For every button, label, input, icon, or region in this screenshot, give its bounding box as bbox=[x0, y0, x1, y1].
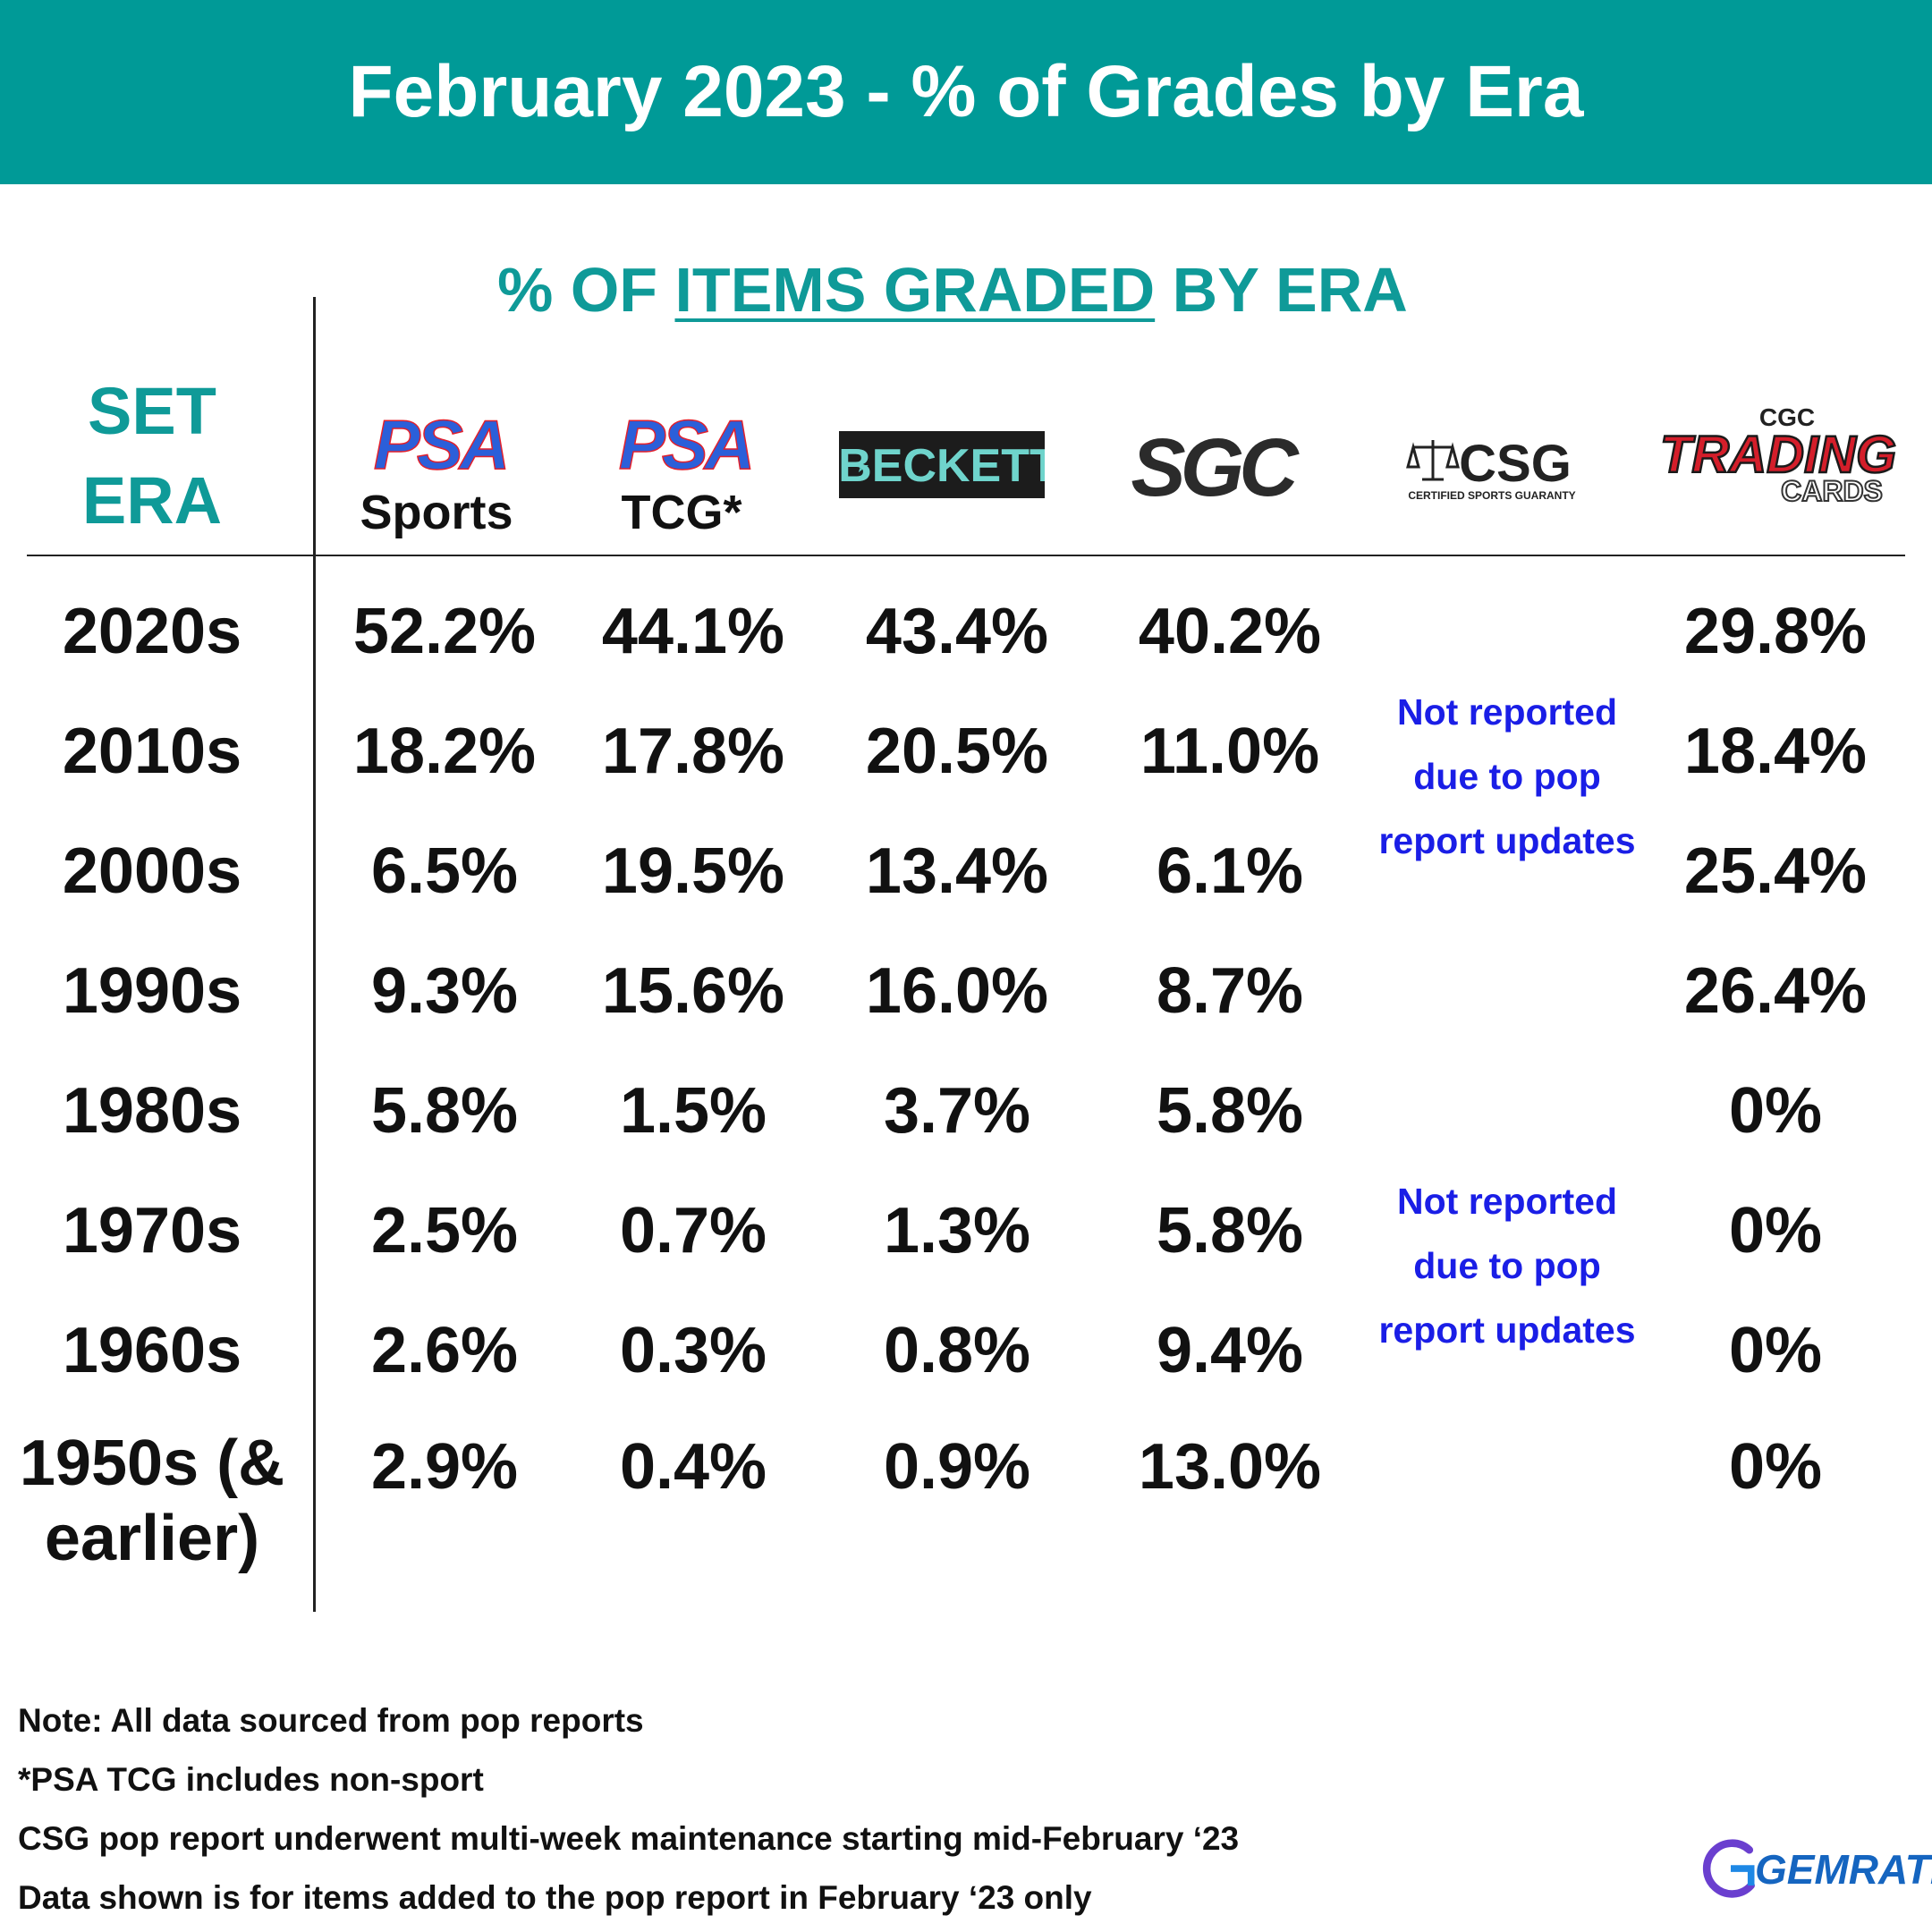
psa-sports-logo: PSA bbox=[373, 413, 511, 476]
table-cell: 9.3% bbox=[370, 955, 519, 1027]
cards-logo-text: CARDS bbox=[1781, 475, 1883, 507]
star-icon: ★ bbox=[855, 458, 869, 477]
table-subtitle: % OF ITEMS GRADED BY ERA bbox=[309, 252, 1597, 327]
page-title: February 2023 - % of Grades by Era bbox=[348, 51, 1584, 132]
csg-not-reported-note: Not reported due to pop report updates bbox=[1360, 1169, 1655, 1362]
footnote: CSG pop report underwent multi-week main… bbox=[18, 1820, 1240, 1857]
note-line: report updates bbox=[1378, 820, 1636, 861]
era-label: 1990s bbox=[62, 955, 242, 1027]
sgc-logo: SGC bbox=[1131, 428, 1305, 504]
row-header-line-2: ERA bbox=[81, 463, 223, 538]
table-cell: 18.4% bbox=[1683, 716, 1868, 787]
table-cell: 20.5% bbox=[865, 716, 1049, 787]
psa-logo-text: PSA bbox=[619, 413, 751, 476]
cgc-trading-cards-logo: CGC TRADING CARDS bbox=[1659, 403, 1898, 508]
table-cell: 40.2% bbox=[1138, 596, 1322, 667]
table-cell: 5.8% bbox=[370, 1075, 519, 1147]
row-header: SET ERA bbox=[36, 367, 268, 546]
table-cell: 0.9% bbox=[883, 1431, 1031, 1503]
table-cell: 25.4% bbox=[1683, 835, 1868, 907]
csg-logo-subtext: CERTIFIED SPORTS GUARANTY bbox=[1408, 489, 1575, 502]
table-cell: 16.0% bbox=[865, 955, 1049, 1027]
table-cell: 2.6% bbox=[370, 1315, 519, 1386]
column-label-sports: Sports bbox=[360, 486, 513, 539]
note-line: due to pop bbox=[1413, 1245, 1601, 1286]
table-cell: 0% bbox=[1728, 1315, 1823, 1386]
header-divider bbox=[27, 555, 1905, 556]
table-cell: 26.4% bbox=[1683, 955, 1868, 1027]
era-label-line: 1950s (& bbox=[19, 1428, 285, 1499]
table-cell: 0.4% bbox=[619, 1431, 767, 1503]
column-label-tcg: TCG* bbox=[621, 486, 742, 539]
table-cell: 19.5% bbox=[601, 835, 785, 907]
footnote: Data shown is for items added to the pop… bbox=[18, 1879, 1092, 1916]
note-line: report updates bbox=[1378, 1309, 1636, 1351]
subtitle-part-2: ITEMS GRADED bbox=[674, 255, 1156, 325]
cgc-logo-text: CGC bbox=[1759, 403, 1815, 431]
table-cell: 29.8% bbox=[1683, 596, 1868, 667]
table-cell: 5.8% bbox=[1156, 1075, 1304, 1147]
scales-icon bbox=[1406, 440, 1460, 481]
table-cell: 13.4% bbox=[865, 835, 1049, 907]
table-cell: 3.7% bbox=[883, 1075, 1031, 1147]
note-line: due to pop bbox=[1413, 756, 1601, 797]
csg-logo: CSG CERTIFIED SPORTS GUARANTY bbox=[1406, 435, 1576, 502]
gemrate-logo-icon bbox=[1702, 1839, 1755, 1898]
subtitle-part-3: BY ERA bbox=[1155, 255, 1408, 325]
era-label: 2010s bbox=[62, 716, 242, 787]
psa-logo-text: PSA bbox=[374, 413, 506, 476]
row-header-line-1: SET bbox=[88, 374, 216, 448]
vertical-divider bbox=[313, 297, 316, 1612]
csg-logo-text: CSG bbox=[1459, 435, 1572, 493]
era-label: 2020s bbox=[62, 596, 242, 667]
beckett-logo: ★ BECKETT bbox=[839, 431, 1045, 498]
table-cell: 0.3% bbox=[619, 1315, 767, 1386]
table-cell: 2.9% bbox=[370, 1431, 519, 1503]
table-cell: 8.7% bbox=[1156, 955, 1304, 1027]
table-cell: 17.8% bbox=[601, 716, 785, 787]
note-line: Not reported bbox=[1397, 1181, 1617, 1222]
table-cell: 52.2% bbox=[352, 596, 537, 667]
table-cell: 1.5% bbox=[619, 1075, 767, 1147]
era-label: 1960s bbox=[62, 1315, 242, 1386]
table-cell: 1.3% bbox=[883, 1195, 1031, 1267]
era-label-line: earlier) bbox=[44, 1503, 260, 1574]
table-cell: 5.8% bbox=[1156, 1195, 1304, 1267]
footnote: Note: All data sourced from pop reports bbox=[18, 1702, 644, 1739]
sgc-logo-text: SGC bbox=[1131, 428, 1300, 504]
table-cell: 6.5% bbox=[370, 835, 519, 907]
title-banner bbox=[0, 0, 1932, 184]
trading-logo-text: TRADING bbox=[1660, 426, 1896, 484]
table-cell: 18.2% bbox=[352, 716, 537, 787]
psa-tcg-logo: PSA bbox=[618, 413, 756, 476]
table-cell: 11.0% bbox=[1140, 716, 1320, 787]
table-cell: 2.5% bbox=[370, 1195, 519, 1267]
footnote: *PSA TCG includes non-sport bbox=[18, 1761, 484, 1798]
era-label: 2000s bbox=[62, 835, 242, 907]
era-label-1950s: 1950s (& earlier) bbox=[18, 1426, 286, 1576]
table-cell: 6.1% bbox=[1156, 835, 1304, 907]
table-cell: 0% bbox=[1728, 1075, 1823, 1147]
era-label: 1970s bbox=[62, 1195, 242, 1267]
era-label: 1980s bbox=[62, 1075, 242, 1147]
subtitle-part-1: % OF bbox=[497, 255, 675, 325]
brand-name: GEMRATE bbox=[1755, 1846, 1932, 1893]
table-cell: 15.6% bbox=[601, 955, 785, 1027]
table-cell: 13.0% bbox=[1138, 1431, 1322, 1503]
table-cell: 44.1% bbox=[601, 596, 785, 667]
table-cell: 0% bbox=[1728, 1431, 1823, 1503]
table-cell: 9.4% bbox=[1156, 1315, 1304, 1386]
table-cell: 0% bbox=[1728, 1195, 1823, 1267]
beckett-logo-background bbox=[839, 431, 1045, 498]
note-line: Not reported bbox=[1397, 691, 1617, 733]
beckett-logo-text: BECKETT bbox=[839, 440, 1045, 492]
table-cell: 0.7% bbox=[619, 1195, 767, 1267]
csg-not-reported-note: Not reported due to pop report updates bbox=[1360, 680, 1655, 873]
table-cell: 0.8% bbox=[883, 1315, 1031, 1386]
table-cell: 43.4% bbox=[865, 596, 1049, 667]
